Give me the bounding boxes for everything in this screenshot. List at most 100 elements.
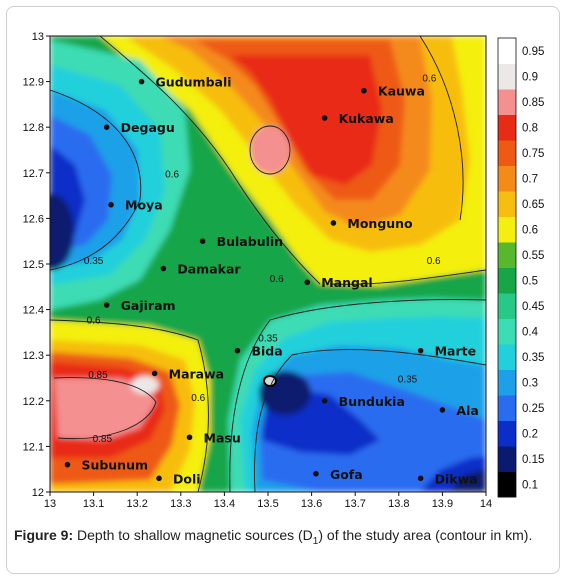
colorbar-tick-label: 0.25 — [522, 403, 544, 415]
town-label: Ala — [456, 403, 478, 418]
colorbar-tick-label: 0.75 — [522, 148, 544, 160]
colorbar-tick-label: 0.1 — [522, 479, 538, 491]
town-marker — [321, 398, 328, 404]
colorbar-swatch — [498, 471, 516, 498]
contour-fill — [50, 36, 486, 492]
town-marker — [321, 115, 328, 121]
colorbar-tick-label: 0.5 — [522, 275, 538, 287]
colorbar-tick-label: 0.35 — [522, 352, 544, 364]
colorbar-tick-label: 0.15 — [522, 454, 544, 466]
colorbar-swatch — [498, 38, 516, 64]
colorbar-swatch — [498, 63, 516, 90]
colorbar: 0.1 0.15 0.2 0.25 0.3 0.35 0.4 0.45 0.5 0.55 0.6 0.… — [497, 37, 544, 498]
town-label: Kukawa — [339, 111, 394, 126]
y-tick-label: 12.2 — [23, 396, 44, 408]
x-tick-label: 13.5 — [257, 498, 278, 510]
y-tick-label: 12.1 — [23, 441, 44, 453]
colorbar-swatch — [498, 293, 516, 319]
town-label: Mangal — [321, 275, 372, 290]
contour-label: 0.6 — [165, 169, 179, 180]
colorbar-swatch — [498, 89, 516, 115]
town-marker — [330, 220, 337, 226]
x-tick-label: 13.4 — [214, 498, 235, 510]
contour-label: 0.85 — [93, 434, 113, 445]
town-marker — [304, 279, 311, 286]
contour-labels: 0.6 0.6 0.35 0.6 0.6 0.6 0.35 0.85 0.6 0.35 0.85 — [84, 74, 441, 445]
town-label: Subunum — [81, 458, 148, 473]
town-marker — [103, 302, 110, 308]
x-tick-label: 13.3 — [170, 498, 191, 510]
x-tick-label: 13.9 — [432, 498, 453, 510]
colorbar-border — [497, 37, 517, 498]
colorbar-swatch — [498, 420, 516, 447]
town-label: Degagu — [121, 120, 175, 135]
town-marker — [417, 475, 424, 482]
contour-label: 0.35 — [398, 375, 418, 386]
caption-label: Figure 9: — [14, 527, 74, 543]
y-tick-label: 12.9 — [23, 77, 44, 89]
x-tick-label: 13 — [44, 498, 56, 510]
colorbar-swatch — [498, 216, 516, 243]
colorbar-tick-label: 0.85 — [522, 97, 544, 109]
town-marker — [313, 470, 319, 477]
colorbar-tick-label: 0.8 — [522, 122, 538, 134]
contour-label: 0.6 — [427, 256, 441, 267]
x-tick-label: 14 — [480, 498, 492, 510]
town-marker — [439, 407, 446, 413]
figure-caption: Figure 9: Depth to shallow magnetic sour… — [14, 526, 554, 551]
x-tick-label: 13.1 — [83, 498, 104, 510]
colorbar-swatch — [498, 191, 516, 217]
contour-lines — [50, 36, 486, 492]
colorbar-swatch — [498, 242, 516, 268]
town-marker — [234, 347, 241, 354]
y-tick-label: 12.7 — [23, 168, 44, 180]
contour-label: 0.6 — [87, 315, 101, 326]
colorbar-tick-label: 0.9 — [522, 71, 538, 83]
town-marker — [64, 461, 71, 468]
town-marker — [138, 78, 145, 85]
town-marker — [160, 265, 167, 272]
town-label: Doli — [173, 471, 201, 486]
town-marker — [151, 370, 158, 377]
town-label: Bida — [251, 344, 282, 359]
colorbar-swatch — [498, 267, 516, 294]
town-marker — [417, 347, 424, 354]
y-tick-label: 12.3 — [23, 350, 44, 362]
town-marker — [199, 238, 206, 244]
y-tick-label: 13 — [32, 31, 44, 43]
x-tick-label: 13.6 — [301, 498, 322, 510]
town-label: Moya — [125, 198, 163, 213]
contour-label: 0.35 — [84, 256, 104, 267]
colorbar-tick-label: 0.7 — [522, 173, 538, 185]
colorbar-tick-label: 0.6 — [522, 224, 538, 236]
caption-text: Depth to shallow magnetic sources (D — [73, 527, 313, 543]
colorbar-tick-label: 0.55 — [522, 250, 544, 262]
colorbar-swatch — [498, 344, 516, 370]
x-tick-label: 13.7 — [344, 498, 365, 510]
y-tick-label: 12 — [32, 487, 44, 499]
y-tick-label: 12.6 — [23, 213, 44, 225]
x-tick-label: 13.8 — [388, 498, 409, 510]
town-label: Dikwa — [435, 471, 478, 486]
town-marker — [361, 87, 367, 94]
contour-label: 0.6 — [270, 274, 284, 285]
colorbar-swatch — [498, 395, 516, 421]
town-markers: Gudumbali Kauwa Degagu Kukawa Moya Monguno Bul… — [64, 75, 479, 486]
town-label: Marte — [435, 344, 477, 359]
town-label: Damakar — [177, 262, 241, 277]
colorbar-swatch — [498, 369, 516, 396]
y-tick-label: 12.5 — [23, 259, 44, 271]
caption-subscript: 1 — [312, 535, 319, 547]
town-label: Gajiram — [121, 298, 176, 313]
colorbar-tick-label: 0.45 — [522, 301, 544, 313]
caption-text-end: ) of the study area (contour in km). — [318, 527, 533, 543]
colorbar-swatch — [498, 446, 516, 472]
colorbar-tick-label: 0.95 — [522, 46, 544, 58]
contour-label: 0.6 — [191, 393, 205, 404]
colorbar-swatch — [498, 318, 516, 345]
y-axis-ticks: 12 12.1 12.2 12.3 12.4 12.5 12.6 12.7 12.8 12.9 13 — [23, 31, 50, 499]
colorbar-swatch — [498, 165, 516, 192]
x-tick-label: 13.2 — [126, 498, 147, 510]
town-label: Masu — [204, 430, 241, 445]
town-label: Bulabulin — [217, 234, 283, 249]
